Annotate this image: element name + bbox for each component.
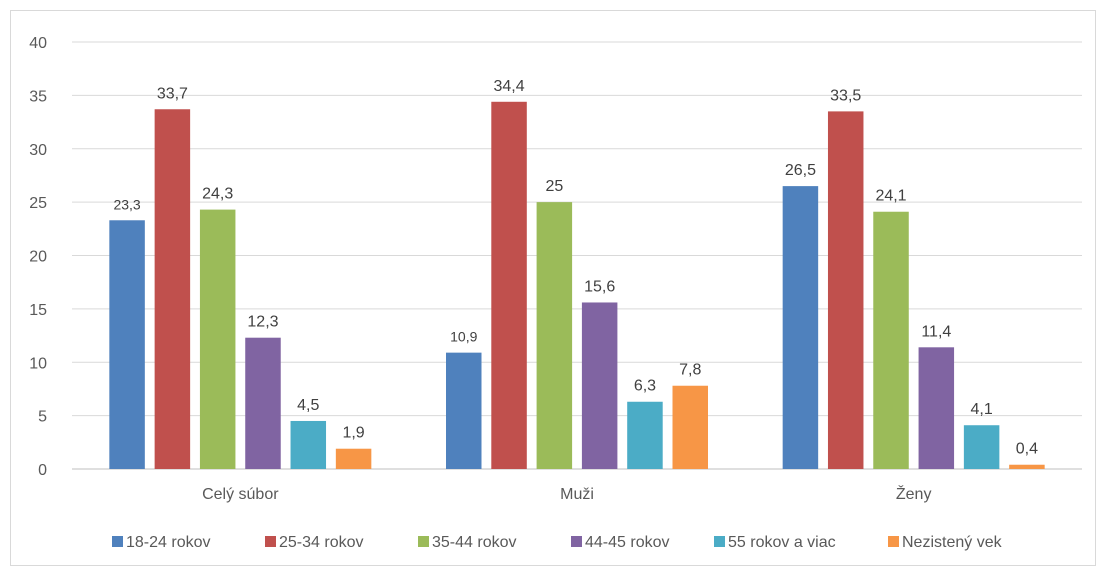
data-label: 4,5 (297, 397, 319, 414)
y-tick-label: 15 (29, 302, 47, 319)
x-tick-label: Celý súbor (202, 486, 279, 503)
y-tick-label: 10 (29, 355, 47, 372)
data-label: 34,4 (493, 78, 524, 95)
data-label: 24,3 (202, 186, 233, 203)
y-axis: 0 5 10 15 20 25 30 35 40 (29, 35, 47, 479)
legend-label: Nezistený vek (902, 534, 1003, 551)
y-tick-label: 5 (38, 409, 47, 426)
data-label: 4,1 (970, 401, 992, 418)
legend: 18-24 rokov 25-34 rokov 35-44 rokov 44-45 r… (112, 534, 1003, 551)
legend-label: 25-34 rokov (279, 534, 364, 551)
bar (245, 337, 281, 469)
bar (1009, 464, 1045, 469)
legend-swatch (714, 536, 725, 547)
grid-lines (72, 41, 1082, 470)
y-tick-label: 35 (29, 88, 47, 105)
data-label: 33,5 (830, 87, 861, 104)
bar (290, 420, 327, 469)
y-tick-label: 30 (29, 142, 47, 159)
y-tick-label: 40 (29, 35, 47, 52)
legend-swatch (888, 536, 899, 547)
data-label: 10,9 (450, 329, 477, 345)
bar (672, 385, 708, 469)
x-tick-label: Ženy (896, 484, 932, 503)
data-label: 1,9 (342, 425, 364, 442)
data-label: 24,1 (875, 188, 906, 205)
bar (536, 202, 573, 469)
bar (491, 101, 527, 469)
bar (581, 302, 618, 469)
bar (918, 347, 955, 469)
legend-swatch (112, 536, 123, 547)
bar (446, 352, 482, 469)
y-tick-label: 0 (38, 462, 47, 479)
data-label: 15,6 (584, 278, 615, 295)
data-label: 26,5 (785, 162, 816, 179)
legend-swatch (571, 536, 582, 547)
bar (627, 401, 663, 469)
legend-swatch (418, 536, 429, 547)
bar (963, 425, 1000, 469)
bar (827, 111, 864, 469)
data-label: 6,3 (634, 378, 656, 395)
data-label: 23,3 (113, 196, 140, 212)
legend-label: 18-24 rokov (126, 534, 211, 551)
legend-swatch (265, 536, 276, 547)
legend-label: 55 rokov a viac (728, 534, 836, 551)
x-axis: Celý súbor Muži Ženy (202, 484, 931, 503)
data-label: 25 (545, 178, 563, 195)
x-tick-label: Muži (560, 486, 594, 503)
bar (782, 186, 819, 470)
bar (873, 211, 909, 470)
legend-label: 35-44 rokov (432, 534, 517, 551)
data-label: 12,3 (247, 314, 278, 331)
y-tick-label: 20 (29, 249, 47, 266)
y-tick-label: 25 (29, 195, 47, 212)
data-label: 7,8 (679, 362, 701, 379)
bar (109, 220, 145, 469)
data-labels: 23,3 33,7 24,3 12,3 4,5 1,9 10,9 34,4 25 15,6 6,3 7… (113, 78, 1038, 458)
data-label: 33,7 (157, 85, 188, 102)
bars (109, 101, 1045, 470)
data-label: 11,4 (921, 323, 951, 340)
bar (199, 209, 236, 469)
bar (335, 448, 372, 469)
legend-label: 44-45 rokov (585, 534, 670, 551)
bar (154, 109, 191, 469)
data-label: 0,4 (1016, 441, 1038, 458)
